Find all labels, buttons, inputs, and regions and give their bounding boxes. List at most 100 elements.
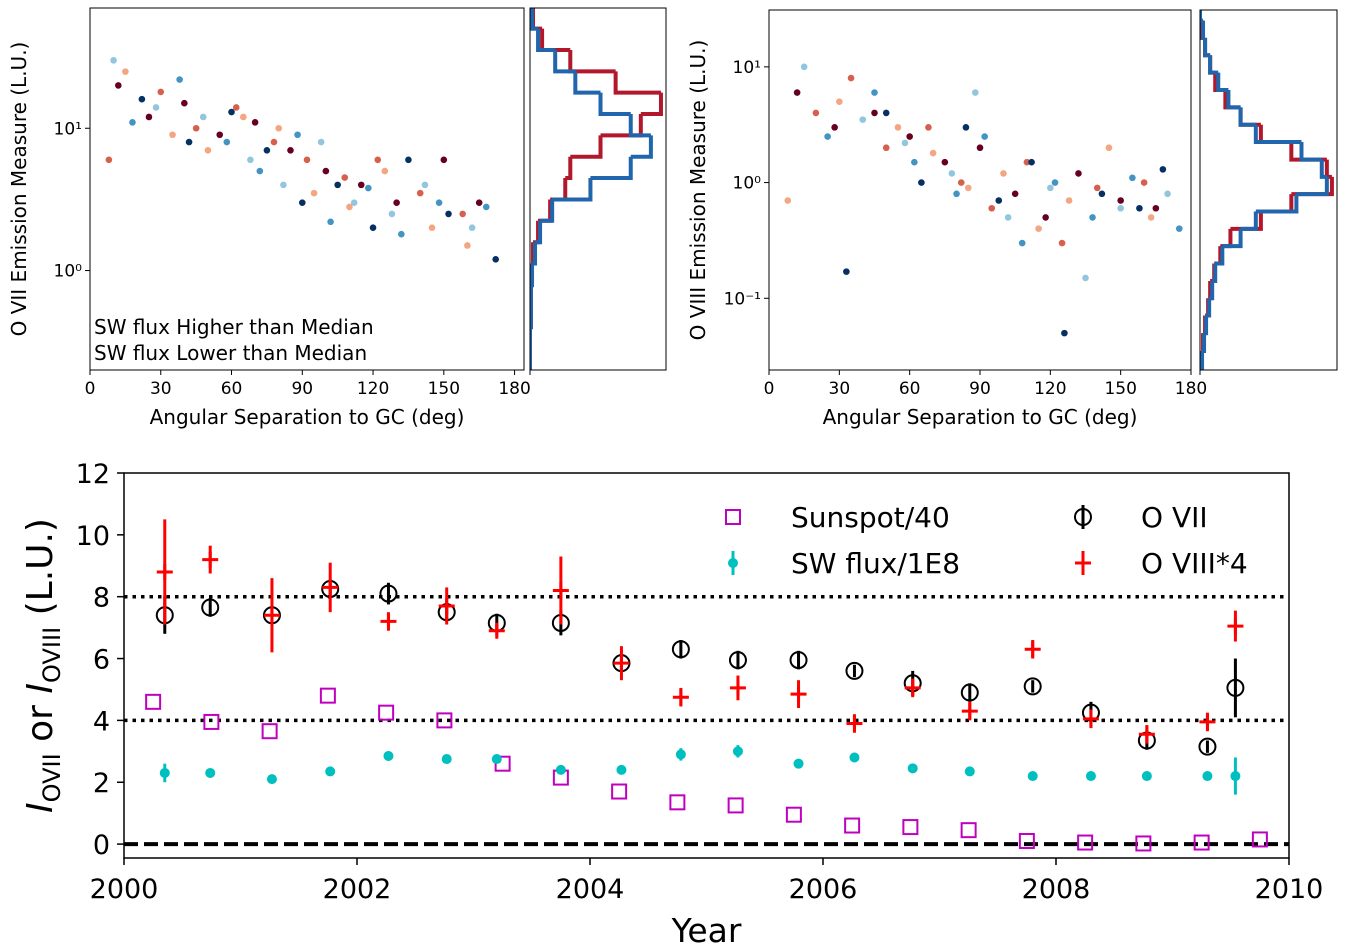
x-tick-label: 150 (1104, 379, 1136, 399)
scatter-point (957, 179, 965, 186)
plus-marker (322, 579, 339, 596)
scatter-point (482, 203, 490, 211)
scatter-point (185, 138, 193, 146)
plus-marker (1199, 713, 1216, 730)
plus-marker (380, 613, 397, 630)
histogram-step (550, 178, 568, 202)
scatter-point (374, 156, 382, 164)
histogram-step (1299, 142, 1322, 162)
y-tick-label: 8 (93, 583, 110, 614)
histogram-step (613, 71, 661, 95)
scatter-points (105, 57, 499, 263)
scatter-point (105, 156, 113, 164)
scatter-point (1023, 158, 1031, 166)
scatter-point (1018, 239, 1026, 247)
scatter-point (1093, 184, 1101, 192)
square-marker (1193, 834, 1210, 851)
histogram-step (1324, 159, 1332, 179)
y-axis-label: IOVII or IOVIII (L.U.) (20, 518, 66, 813)
plus-marker (961, 703, 978, 720)
scatter-point (1147, 214, 1155, 221)
legend-label: O VII (1141, 501, 1208, 534)
plus-marker (156, 563, 173, 580)
y-tick-label: 10¹ (733, 58, 761, 78)
scatter-point (152, 104, 160, 111)
histogram-step (553, 49, 576, 74)
histogram-step (1212, 263, 1218, 284)
scatter-point (859, 116, 867, 123)
scatter-point (280, 181, 287, 189)
scatter-point (428, 224, 436, 232)
histogram-step (1289, 142, 1327, 162)
x-tick-label: 180 (498, 379, 530, 399)
plus-marker (672, 689, 689, 706)
square-marker (1077, 834, 1094, 851)
scatter-point (310, 189, 318, 197)
scatter-point (475, 199, 483, 206)
scatter-point (1058, 239, 1066, 247)
plus-marker (438, 597, 455, 614)
scatter-point (223, 138, 231, 146)
x-tick-label: 60 (221, 379, 243, 399)
x-axis-label: Angular Separation to GC (deg) (150, 405, 465, 429)
scatter-point (398, 230, 405, 238)
dot-marker (675, 749, 686, 760)
histogram-step (532, 242, 538, 266)
scatter-point (1011, 190, 1019, 198)
scatter-point (964, 184, 972, 192)
y-tick-label: 10¹ (54, 119, 82, 139)
scatter-point (981, 133, 988, 140)
square-marker (145, 693, 162, 710)
y-axis-label: O VIII Emission Measure (L.U.) (686, 40, 710, 341)
scatter-point (1004, 214, 1012, 221)
dot-marker (441, 754, 452, 765)
scatter-point (256, 167, 264, 175)
square-marker (727, 797, 744, 814)
histogram-step (538, 199, 553, 223)
scatter-points (784, 63, 1183, 337)
histogram-step (1203, 37, 1211, 58)
histogram-step (570, 135, 603, 159)
square-marker (1135, 835, 1152, 852)
dot-marker (616, 764, 627, 775)
x-tick-label: 0 (85, 379, 96, 399)
histogram-step (1202, 333, 1207, 354)
scatter-point (381, 167, 389, 175)
dot-marker (849, 752, 860, 763)
plus-marker (1024, 641, 1041, 658)
x-tick-label: 2008 (1022, 874, 1091, 905)
square-marker (1018, 832, 1035, 849)
circle-marker (1226, 678, 1245, 697)
square-marker (203, 713, 220, 730)
histogram-step (1220, 228, 1233, 249)
scatter-point (192, 124, 200, 132)
scatter-point (1075, 170, 1082, 177)
histogram-step (1204, 315, 1209, 336)
histogram-step (568, 49, 616, 74)
histogram-step (1253, 124, 1302, 145)
square-marker (844, 817, 861, 834)
x-axis-label: Angular Separation to GC (deg) (823, 405, 1138, 429)
histogram-step (1240, 211, 1258, 231)
scatter-point (800, 63, 808, 71)
plus-marker (1082, 710, 1099, 727)
histogram-step (531, 242, 536, 266)
x-tick-label: 120 (357, 379, 389, 399)
scatter-point (831, 124, 838, 131)
scatter-point (988, 204, 996, 212)
scatter-point (1061, 329, 1068, 337)
x-axis-label: Year (671, 911, 742, 948)
histogram-step (1214, 246, 1223, 266)
square-marker (611, 783, 628, 800)
scatter-point (911, 158, 918, 166)
scatter-point (464, 242, 471, 249)
plus-marker (488, 622, 505, 639)
scatter-point (901, 139, 909, 147)
x-tick-label: 2002 (323, 874, 392, 905)
histogram-step (1208, 281, 1213, 301)
x-tick-label: 2004 (556, 874, 625, 905)
scatter-point (327, 218, 334, 226)
plus-marker (846, 715, 863, 732)
scatter-point (1089, 214, 1096, 221)
scatter-point (322, 167, 330, 175)
